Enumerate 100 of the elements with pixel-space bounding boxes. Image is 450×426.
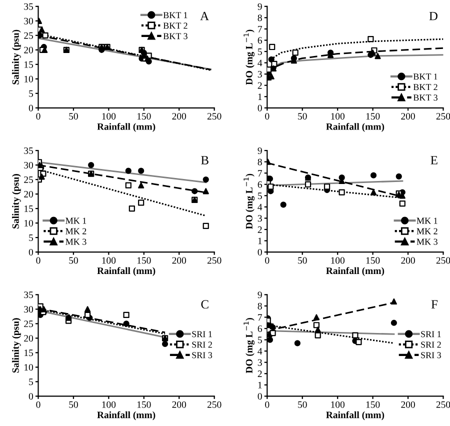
x-tick-label: 50 xyxy=(69,401,78,408)
y-tick-label: 6 xyxy=(258,325,262,332)
x-axis-title: Rainfall (mm) xyxy=(326,411,384,420)
y-tick-label: 25 xyxy=(24,176,34,183)
annotation: F xyxy=(431,300,438,308)
x-tick-label: 250 xyxy=(207,257,222,264)
x-tick-label: 250 xyxy=(436,257,450,264)
y-tick-label: 8 xyxy=(258,158,262,166)
y-tick-label: 9 xyxy=(258,147,262,154)
legend-label: BKT 3 xyxy=(163,33,188,40)
y-tick-label: 6 xyxy=(258,37,262,44)
y-tick-label: 15 xyxy=(24,350,34,356)
x-tick-label: 100 xyxy=(331,257,345,264)
x-tick-label: 0 xyxy=(265,257,270,264)
x-tick-label: 100 xyxy=(331,401,345,408)
x-axis-title: Rainfall (mm) xyxy=(326,267,384,276)
y-tick-label: 30 xyxy=(24,162,34,168)
y-tick-label: 5 xyxy=(29,90,34,97)
y-tick-label: 0 xyxy=(28,248,34,256)
y-tick-label: 1 xyxy=(258,238,262,244)
x-tick-label: 100 xyxy=(102,257,116,264)
y-axis-title: DO (mg L$^{−1}$) xyxy=(244,30,255,85)
x-tick-label: 200 xyxy=(172,257,186,264)
y-tick-label: 30 xyxy=(24,18,34,24)
y-tick-label: 0 xyxy=(258,248,262,256)
y-tick-label: 30 xyxy=(24,306,34,313)
y-axis-title: DO (mg L$^{−1}$) xyxy=(244,318,255,374)
x-tick-label: 200 xyxy=(172,401,186,408)
y-tick-label: 4 xyxy=(258,204,262,210)
y-tick-label: 8 xyxy=(258,302,262,310)
legend-label: SRI 2 xyxy=(192,342,212,348)
x-tick-label: 50 xyxy=(298,401,307,408)
x-tick-label: 150 xyxy=(366,401,380,408)
y-tick-label: 1 xyxy=(258,94,262,100)
x-axis-title: Rainfall (mm) xyxy=(97,122,156,132)
legend-label: BKT 3 xyxy=(413,94,438,101)
y-tick-label: 7 xyxy=(258,26,262,32)
y-tick-label: 20 xyxy=(24,335,34,342)
y-tick-label: 7 xyxy=(258,170,262,176)
x-tick-label: 200 xyxy=(401,401,415,408)
x-tick-label: 150 xyxy=(366,113,380,120)
x-tick-label: 150 xyxy=(137,113,151,120)
legend-label: SRI 1 xyxy=(192,331,212,338)
y-tick-label: 5 xyxy=(258,336,262,344)
y-tick-label: 8 xyxy=(258,14,262,22)
y-tick-label: 1 xyxy=(258,382,262,388)
y-tick-label: 25 xyxy=(24,320,34,328)
x-tick-label: 250 xyxy=(436,401,450,408)
x-tick-label: 150 xyxy=(366,257,380,264)
x-tick-label: 100 xyxy=(102,113,116,120)
annotation: D xyxy=(429,12,438,20)
x-tick-label: 0 xyxy=(36,257,40,264)
y-tick-label: 5 xyxy=(258,192,262,200)
legend-label: SRI 2 xyxy=(421,342,441,348)
legend-label: MK 3 xyxy=(66,238,86,245)
x-tick-label: 50 xyxy=(298,113,307,120)
y-tick-label: 2 xyxy=(258,226,262,233)
legend-label: BKT 1 xyxy=(413,74,438,80)
x-axis-title: Rainfall (mm) xyxy=(97,411,156,420)
y-tick-label: 9 xyxy=(258,292,262,298)
annotation: B xyxy=(201,156,208,164)
x-tick-label: 50 xyxy=(298,257,307,264)
legend-label: SRI 1 xyxy=(421,331,441,338)
x-tick-label: 0 xyxy=(265,401,270,408)
x-tick-label: 50 xyxy=(69,257,78,264)
y-tick-label: 20 xyxy=(24,46,34,54)
y-tick-label: 0 xyxy=(28,104,34,112)
x-tick-label: 0 xyxy=(265,113,270,120)
y-axis-title: Salinity (psu) xyxy=(12,318,21,373)
x-axis-title: Rainfall (mm) xyxy=(97,267,156,276)
x-tick-label: 0 xyxy=(36,113,40,120)
y-tick-label: 9 xyxy=(258,3,262,10)
y-tick-label: 3 xyxy=(258,215,262,222)
y-axis-title: Salinity (psu) xyxy=(12,30,21,84)
annotation: C xyxy=(201,300,208,309)
y-tick-label: 4 xyxy=(258,348,262,354)
x-tick-label: 100 xyxy=(102,401,116,408)
x-tick-label: 200 xyxy=(401,113,415,120)
y-tick-label: 15 xyxy=(24,205,34,212)
x-tick-label: 250 xyxy=(207,401,222,408)
y-tick-label: 0 xyxy=(258,104,262,112)
y-tick-label: 0 xyxy=(258,393,262,400)
x-tick-label: 200 xyxy=(401,257,415,264)
y-tick-label: 2 xyxy=(258,370,262,377)
y-tick-label: 35 xyxy=(24,147,34,154)
y-tick-label: 3 xyxy=(258,359,262,366)
y-tick-label: 10 xyxy=(24,364,34,371)
y-axis-title: DO (mg L$^{−1}$) xyxy=(244,174,255,230)
x-tick-label: 50 xyxy=(69,113,78,120)
y-tick-label: 35 xyxy=(24,3,34,10)
y-tick-label: 7 xyxy=(258,314,262,321)
legend-label: MK 1 xyxy=(416,218,438,224)
legend-label: SRI 3 xyxy=(421,352,442,358)
y-tick-label: 5 xyxy=(29,234,34,242)
annotation: A xyxy=(200,12,209,20)
x-tick-label: 250 xyxy=(436,113,450,120)
y-tick-label: 3 xyxy=(258,70,262,78)
x-tick-label: 250 xyxy=(207,113,222,120)
x-tick-label: 0 xyxy=(36,401,40,408)
legend-label: MK 2 xyxy=(66,228,86,234)
